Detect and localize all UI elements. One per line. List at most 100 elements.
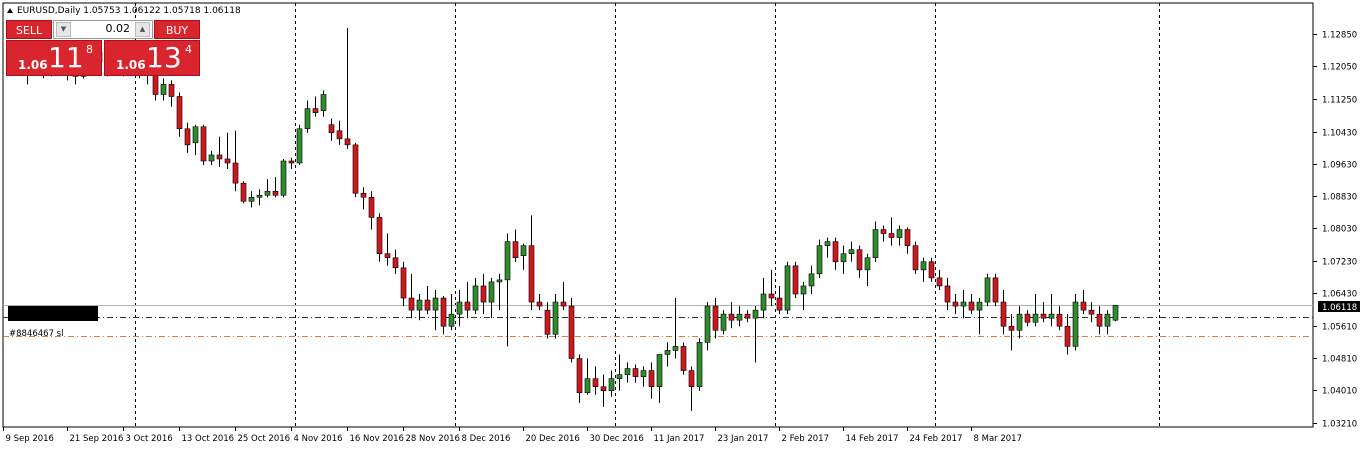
time-axis[interactable]: 9 Sep 2016 21 Sep 2016 3 Oct 2016 13 Oct 20… (3, 427, 1022, 444)
bull-candle-body (784, 265, 791, 311)
bull-candle-body (704, 305, 711, 343)
bear-candle-body (424, 299, 431, 311)
bull-candle-body (664, 350, 671, 355)
bull-candle-body (656, 354, 663, 388)
candle (960, 289, 967, 319)
candle (320, 90, 327, 117)
bull-candle-body (1112, 304, 1119, 321)
candle (752, 306, 759, 363)
bear-candle-body (368, 196, 375, 218)
candle (728, 302, 735, 329)
bear-candle-body (480, 285, 487, 303)
bull-candle-body (456, 301, 463, 315)
y-tick-label: 1.04810 (1322, 355, 1357, 365)
candle (832, 237, 839, 270)
bear-candle-body (928, 261, 935, 279)
candle (552, 294, 559, 339)
bear-candle-body (232, 162, 239, 184)
bull-candle-body (320, 94, 327, 111)
candle (168, 80, 175, 107)
bear-candle-body (992, 277, 999, 303)
bull-candle-body (448, 313, 455, 327)
bear-candle-body (176, 96, 183, 130)
candle (384, 233, 391, 266)
order-sl-label: #8846467 sl (9, 329, 63, 339)
candle (656, 354, 663, 403)
bear-candle-body (600, 386, 607, 392)
bull-candle-body (248, 196, 255, 202)
bear-candle-body (512, 241, 519, 259)
y-tick-label: 1.08030 (1322, 225, 1357, 235)
one-click-trading-panel: SELL ▼ 0.02 ▲ BUY 1.06 11 8 1.06 13 4 (6, 20, 200, 76)
bear-candle-body (224, 158, 231, 164)
candle (584, 358, 591, 395)
buy-price-button[interactable]: 1.06 13 4 (104, 40, 200, 76)
bear-candle-body (1040, 313, 1047, 319)
bull-candle-body (504, 241, 511, 281)
candle (648, 362, 655, 399)
buy-button[interactable]: BUY (154, 20, 200, 39)
candle (1056, 306, 1063, 331)
bear-candle-body (360, 192, 367, 198)
candle (576, 354, 583, 403)
candle (512, 229, 519, 262)
candle (256, 189, 263, 206)
price-axis[interactable]: 1.12850 1.12050 1.11250 1.10430 1.09630 1.088… (1313, 31, 1357, 430)
candle (496, 273, 503, 311)
bull-candle-body (960, 301, 967, 307)
candle (520, 243, 527, 270)
bear-candle-body (560, 301, 567, 307)
lot-size-value[interactable]: 0.02 (105, 22, 131, 35)
x-tick-label: 20 Dec 2016 (526, 434, 580, 444)
bull-candle-body (160, 84, 167, 95)
candle (176, 92, 183, 137)
x-tick-label: 23 Jan 2017 (718, 434, 769, 444)
candle (736, 306, 743, 327)
candle (472, 277, 479, 315)
x-tick-label: 8 Mar 2017 (974, 434, 1022, 444)
bull-candle-body (640, 370, 647, 377)
bull-candle-body (752, 309, 759, 319)
candle (240, 181, 247, 204)
x-tick-label: 2 Feb 2017 (782, 434, 830, 444)
y-tick-label: 1.09630 (1322, 161, 1357, 171)
sell-button[interactable]: SELL (6, 20, 52, 39)
bear-candle-body (440, 297, 447, 327)
bear-candle-body (632, 368, 639, 377)
lot-size-field[interactable]: ▼ 0.02 ▲ (53, 20, 153, 39)
bear-candle-body (776, 297, 783, 311)
candle (672, 298, 679, 359)
bear-candle-body (240, 182, 247, 202)
y-tick-label: 1.05610 (1322, 323, 1357, 333)
candle (688, 366, 695, 411)
candle (920, 257, 927, 282)
bear-candle-body (944, 285, 951, 303)
candle (848, 241, 855, 262)
bull-candle-body (496, 279, 503, 283)
candle (904, 227, 911, 254)
x-tick-label: 28 Nov 2016 (406, 434, 460, 444)
candle (208, 150, 215, 166)
bull-candle-body (808, 273, 815, 287)
y-tick-label: 1.04010 (1322, 387, 1357, 397)
sell-price-button[interactable]: 1.06 11 8 (6, 40, 102, 76)
x-tick-label: 11 Jan 2017 (654, 434, 705, 444)
chart-title: EURUSD,Daily 1.05753 1.06122 1.05718 1.0… (17, 6, 241, 16)
bull-candle-body (872, 229, 879, 259)
bear-candle-body (376, 217, 383, 254)
candle (408, 273, 415, 319)
sell-price-big: 1.06 (18, 58, 48, 72)
candle (608, 370, 615, 397)
bear-candle-body (912, 245, 919, 271)
bear-candle-body (952, 301, 959, 307)
candle (640, 366, 647, 387)
arrow-up-icon[interactable]: ▲ (135, 22, 150, 37)
candle (624, 362, 631, 383)
candle (568, 298, 575, 363)
arrow-down-icon[interactable]: ▼ (56, 22, 71, 37)
candle (800, 281, 807, 311)
bear-candle-body (728, 313, 735, 321)
candle (600, 374, 607, 407)
candle (368, 191, 375, 230)
